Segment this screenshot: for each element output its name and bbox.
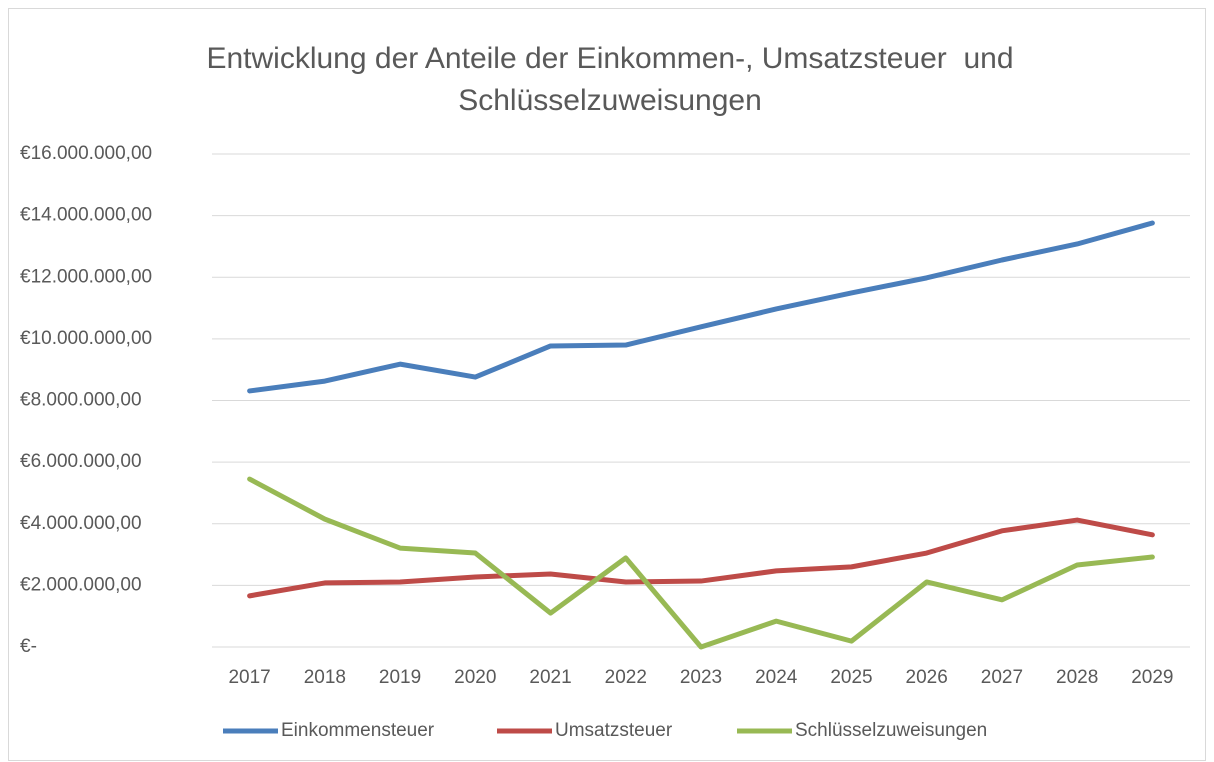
x-tick-label: 2022 <box>605 667 647 688</box>
y-tick-label: €6.000.000,00 <box>20 451 142 472</box>
x-tick-label: 2017 <box>228 667 270 688</box>
line-series <box>247 476 1155 650</box>
y-tick-label: €- <box>20 636 37 657</box>
line-series <box>247 220 1155 394</box>
x-tick-label: 2020 <box>454 667 496 688</box>
y-tick-label: €10.000.000,00 <box>20 328 152 349</box>
x-tick-label: 2028 <box>1056 667 1098 688</box>
line-series <box>247 517 1155 599</box>
x-tick-label: 2018 <box>304 667 346 688</box>
y-tick-label: €4.000.000,00 <box>20 513 142 534</box>
legend-label: Umsatzsteuer <box>555 720 673 741</box>
x-tick-label: 2019 <box>379 667 421 688</box>
x-tick-label: 2026 <box>906 667 948 688</box>
y-tick-label: €2.000.000,00 <box>20 574 142 595</box>
x-tick-label: 2024 <box>755 667 798 688</box>
x-tick-label: 2027 <box>981 667 1023 688</box>
legend-label: Einkommensteuer <box>281 720 435 741</box>
y-tick-label: €14.000.000,00 <box>20 205 152 226</box>
x-tick-label: 2021 <box>529 667 571 688</box>
chart-border <box>8 8 1206 761</box>
y-tick-label: €16.000.000,00 <box>20 143 152 164</box>
y-tick-label: €12.000.000,00 <box>20 266 152 287</box>
x-tick-label: 2025 <box>830 667 872 688</box>
y-tick-label: €8.000.000,00 <box>20 390 142 411</box>
legend-label: Schlüsselzuweisungen <box>795 720 987 741</box>
x-tick-label: 2029 <box>1131 667 1173 688</box>
chart-title: Entwicklung der Anteile der Einkommen-, … <box>206 42 1022 117</box>
x-tick-label: 2023 <box>680 667 722 688</box>
